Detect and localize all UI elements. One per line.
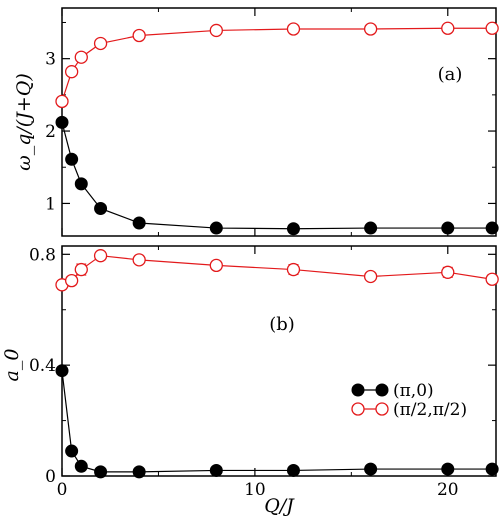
- panel-b: 0 10 20 0 0.4 0.8 (b) a_0 Q/J (π,0) (π/2,π/2): [1, 245, 499, 517]
- panel-a-series-0-point-9: [485, 221, 499, 235]
- legend-marker-1b: [375, 402, 389, 416]
- panel-b-series-0-point-0: [55, 364, 69, 378]
- legend: (π,0) (π/2,π/2): [351, 381, 467, 420]
- panel-b-series-0-point-1: [65, 444, 79, 458]
- panel-a-series-0-point-0: [55, 115, 69, 129]
- panel-b-series-1-point-9: [485, 272, 499, 286]
- panel-a-ytick-label-0: 1: [45, 194, 56, 214]
- panel-a-series-1-line: [61, 27, 493, 102]
- legend-marker-1a: [351, 402, 365, 416]
- panel-a-series-1-point-3: [93, 36, 108, 51]
- panel-a-series-0-line: [61, 122, 493, 230]
- panel-a-series-0-point-5: [209, 221, 223, 235]
- panel-b-ylabel: a_0: [1, 349, 23, 382]
- legend-marker-0b: [375, 383, 389, 397]
- panel-b-series-1-point-7: [363, 269, 378, 284]
- panel-b-ytick-label-0: 0: [45, 467, 56, 487]
- panel-a-series-0-point-6: [286, 222, 300, 236]
- panel-b-series-0-point-8: [441, 462, 455, 476]
- legend-entry-1: (π/2,π/2): [351, 400, 467, 420]
- panel-b-xtick-label-0: 0: [57, 480, 68, 500]
- panel-a-series-0-point-7: [364, 221, 378, 235]
- panel-a-ticks: 1 2 3: [45, 8, 496, 236]
- panel-a-series-0-point-4: [132, 216, 146, 230]
- panel-b-series: [55, 249, 499, 479]
- panel-a-series-0-point-2: [74, 177, 88, 191]
- panel-a-label: (a): [438, 64, 463, 85]
- panel-a-ytick-label-2: 3: [45, 50, 56, 70]
- panel-b-series-1-point-1: [64, 273, 79, 288]
- panel-a-series-1-point-8: [441, 21, 455, 35]
- panel-a-series-0-point-8: [441, 221, 455, 235]
- panel-a-series-1-point-2: [74, 50, 88, 64]
- panel-b-xtick-label-2: 20: [437, 480, 459, 500]
- panel-a-series-1-point-1: [64, 65, 79, 79]
- panel-a-series-1-point-7: [363, 22, 378, 36]
- panel-a-series-1-point-6: [286, 22, 301, 36]
- panel-a-ytick-label-1: 2: [45, 122, 56, 142]
- panel-b-series-0-point-4: [132, 465, 146, 479]
- panel-b-series-1-point-6: [286, 262, 301, 277]
- panel-b-ytick-label-2: 0.8: [29, 245, 56, 265]
- panel-a-series-1-point-9: [485, 21, 499, 35]
- legend-marker-0a: [351, 383, 365, 397]
- legend-text-1: (π/2,π/2): [393, 400, 467, 420]
- panel-b-series-1-line: [61, 255, 493, 286]
- panel-b-series-1-point-4: [132, 253, 146, 267]
- panel-a-series-0-point-3: [94, 201, 108, 215]
- panel-b-series-1-point-2: [74, 262, 88, 277]
- panel-b-ticks: 0 10 20 0 0.4 0.8: [29, 245, 496, 500]
- legend-text-0: (π,0): [393, 381, 434, 401]
- panel-a-series-0-point-1: [65, 152, 79, 166]
- panel-b-xlabel: Q/J: [264, 495, 295, 517]
- panel-a-ylabel: ω_q/(J+Q): [13, 73, 35, 171]
- panel-b-series-1-point-5: [209, 258, 223, 273]
- panel-b-series-0-point-6: [286, 463, 300, 477]
- panel-b-series-0-point-7: [364, 462, 378, 476]
- panel-a-series-1-point-4: [132, 28, 146, 43]
- panel-a-series-1-point-0: [55, 94, 69, 109]
- panel-a-series: [55, 21, 499, 236]
- panel-b-series-0-point-3: [94, 465, 108, 479]
- panel-b-xtick-label-1: 10: [244, 480, 266, 500]
- legend-entry-0: (π,0): [351, 381, 434, 401]
- panel-b-series-0-line: [61, 370, 493, 473]
- panel-b-label: (b): [269, 314, 295, 335]
- panel-b-series-0-point-9: [485, 462, 499, 476]
- panel-a: 1 2 3 (a) ω_q/(J+Q): [13, 7, 499, 237]
- panel-a-frame: [61, 7, 497, 237]
- panel-b-ytick-label-1: 0.4: [29, 356, 56, 376]
- panel-b-frame: [61, 245, 497, 477]
- panel-b-series-1-point-8: [441, 265, 455, 279]
- panel-b-series-0-point-5: [209, 463, 223, 477]
- panel-b-series-1-point-3: [93, 249, 108, 263]
- panel-b-series-0-point-2: [74, 459, 88, 473]
- panel-a-series-1-point-5: [209, 23, 223, 38]
